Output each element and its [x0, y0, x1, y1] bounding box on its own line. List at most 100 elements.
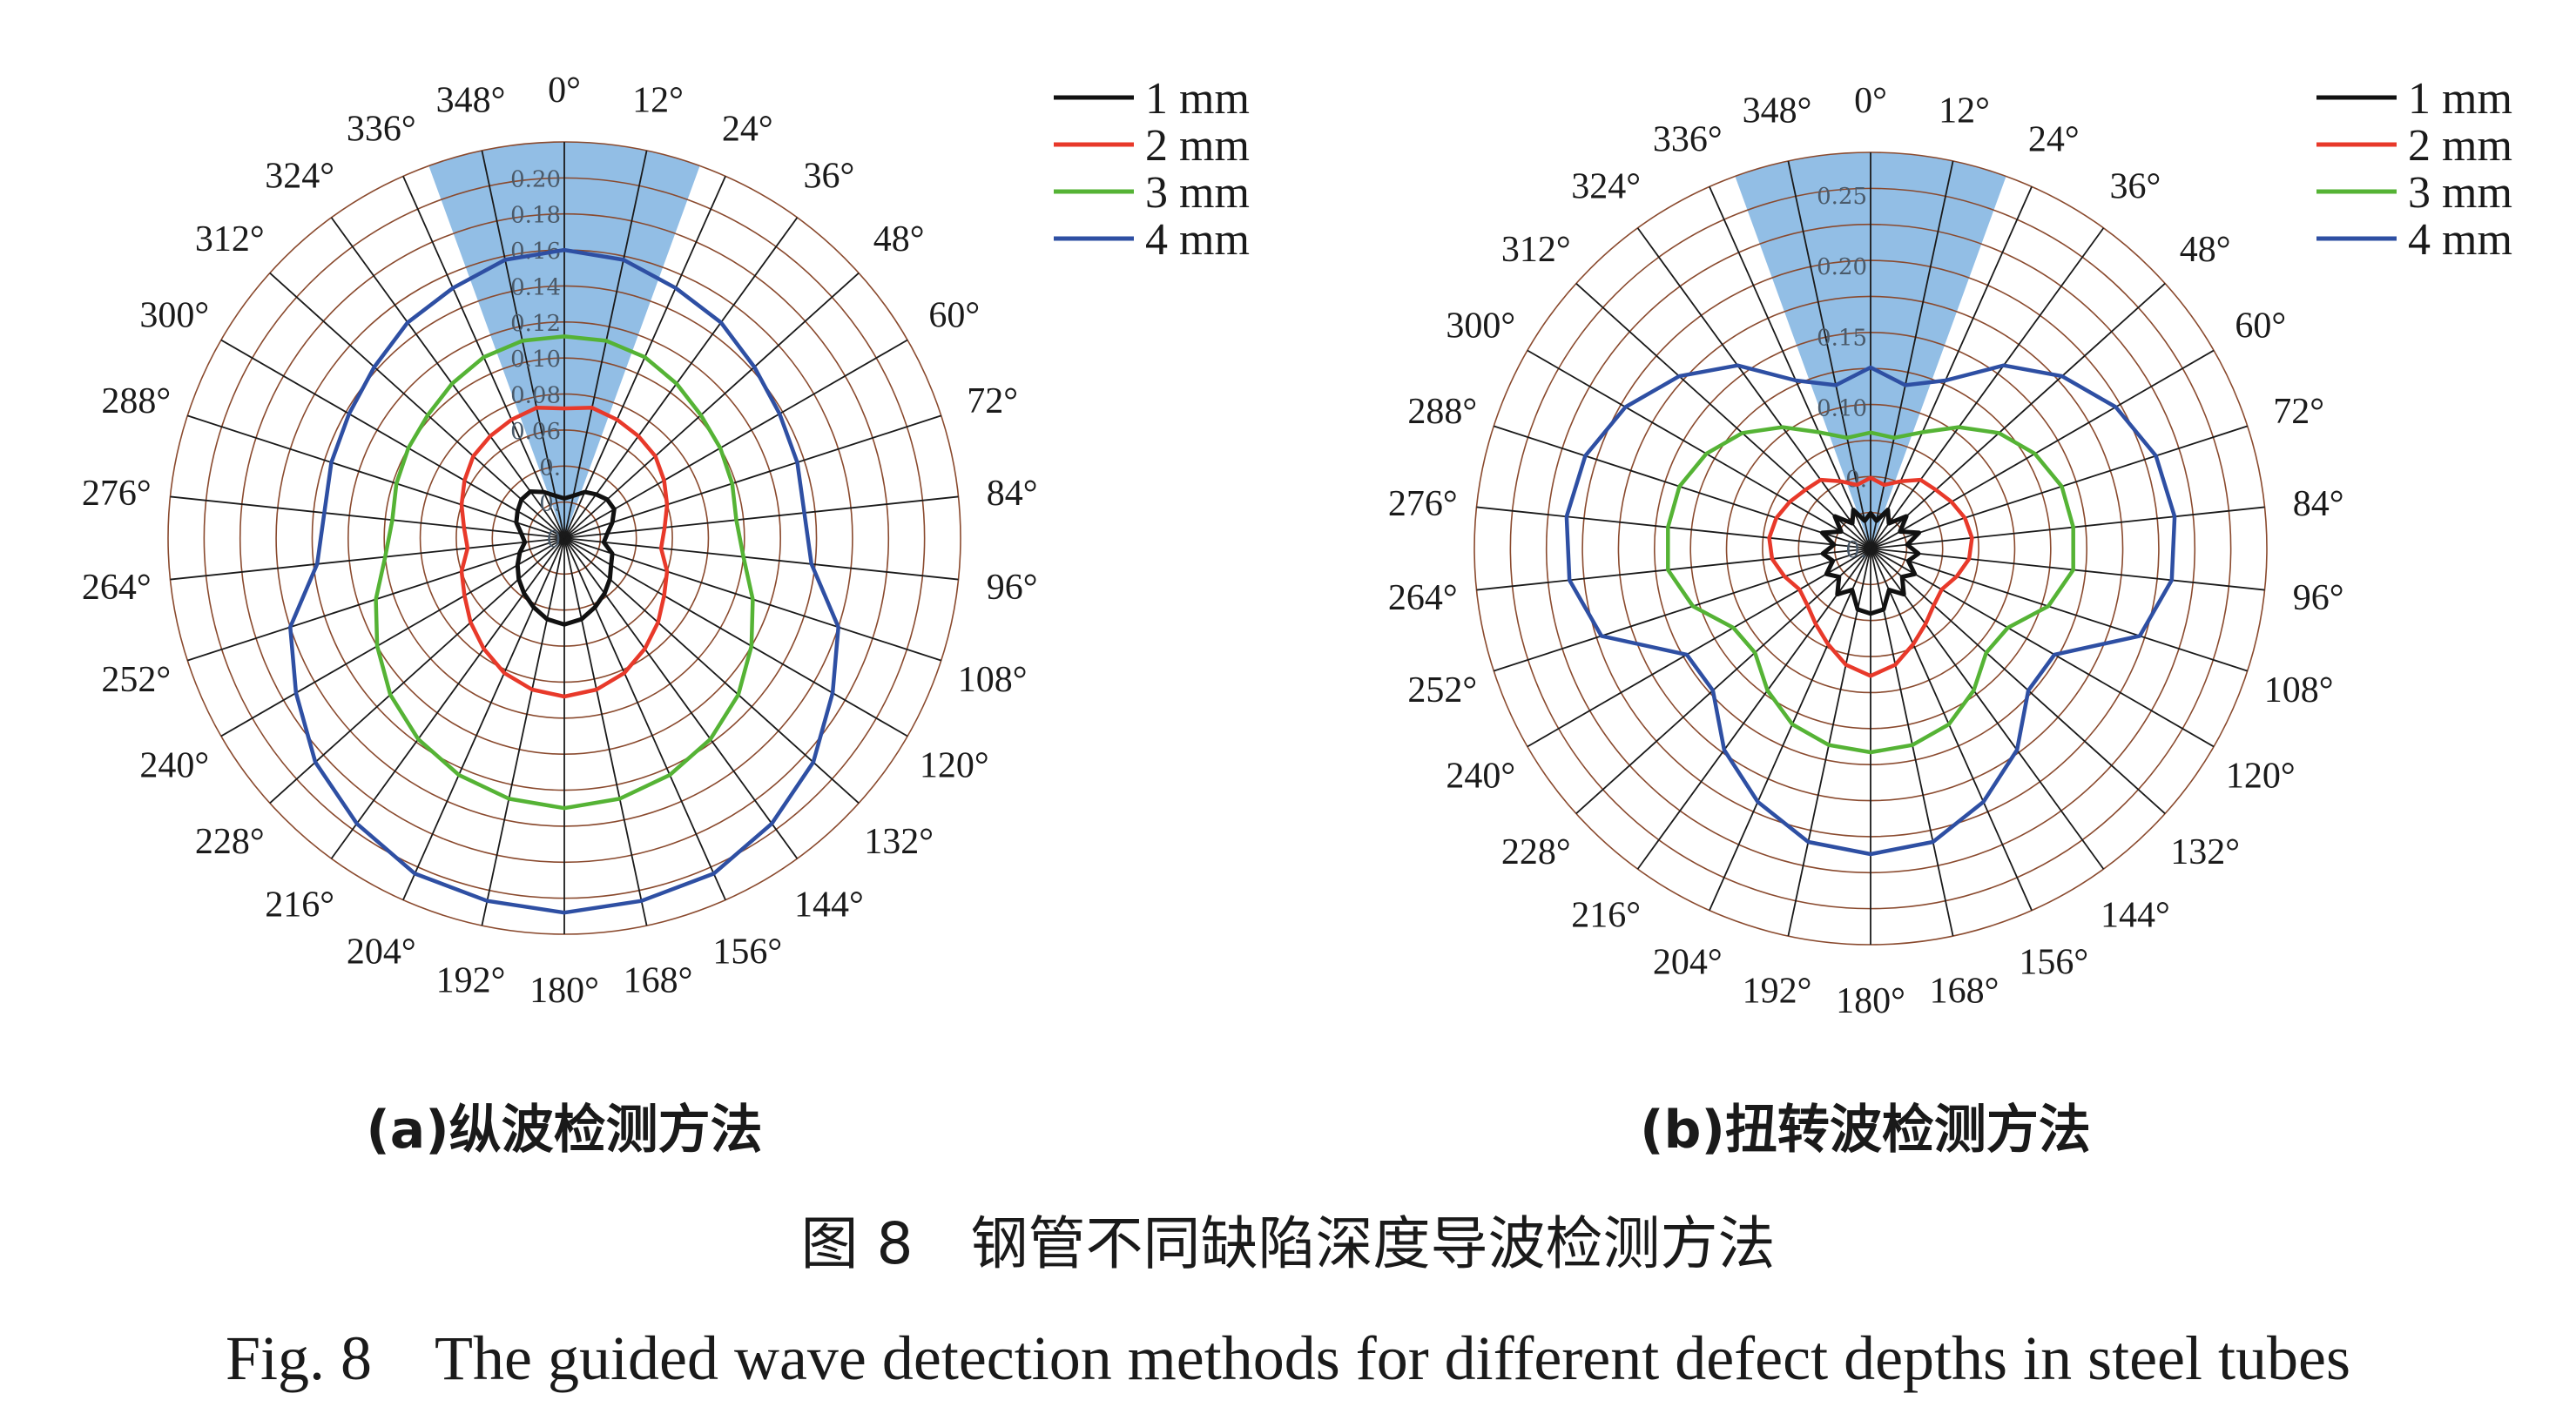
radial-spoke [563, 495, 959, 539]
radial-spoke [1870, 282, 2166, 549]
angle-label: 312° [195, 219, 265, 259]
legend-label: 1 mm [2408, 74, 2512, 124]
angle-label: 216° [1571, 895, 1641, 935]
angle-label: 60° [928, 296, 980, 336]
angle-label: 12° [1939, 91, 1990, 131]
radial-spoke [1476, 506, 1871, 549]
radial-spoke [563, 272, 860, 539]
angle-label: 228° [195, 822, 265, 862]
angle-label: 240° [1446, 757, 1515, 797]
radial-spoke [330, 537, 565, 859]
radial-spoke [1870, 227, 2105, 549]
radial-spoke [563, 537, 726, 901]
radial-spoke [269, 537, 565, 804]
angle-label: 192° [436, 961, 506, 1001]
radial-spoke [170, 495, 565, 539]
series-line-1mm [1819, 508, 1922, 616]
radial-spoke [1476, 548, 1871, 591]
angle-label: 120° [2226, 757, 2296, 797]
angle-label: 204° [347, 932, 416, 972]
angle-label: 132° [2170, 832, 2240, 872]
radial-spoke [563, 150, 648, 539]
angle-label: 180° [529, 971, 599, 1011]
radial-spoke [481, 537, 565, 926]
legend-label: 4 mm [1145, 215, 1250, 265]
radial-spoke [1870, 349, 2215, 549]
radial-spoke [1636, 548, 1871, 870]
radial-spoke [1709, 548, 1871, 912]
angle-label: 48° [873, 219, 925, 259]
radial-tick-label: 0.06 [510, 419, 561, 445]
radial-spoke [563, 537, 959, 581]
radial-tick-label: 0.14 [510, 274, 561, 300]
angle-label: 0° [1854, 81, 1887, 121]
radial-spoke [402, 537, 565, 901]
radial-spoke [1527, 349, 1871, 549]
angle-label: 36° [803, 157, 854, 197]
radial-tick-label: 0 [546, 527, 561, 553]
angle-label: 276° [82, 474, 152, 514]
radial-spoke [563, 339, 908, 539]
angle-label: 180° [1836, 981, 1905, 1021]
angle-label: 144° [2101, 895, 2170, 935]
angle-label: 12° [632, 80, 684, 120]
angle-label: 252° [101, 660, 171, 700]
radial-tick-label: 0.08 [510, 383, 561, 409]
radial-tick-label: 0.15 [1817, 325, 1867, 351]
angle-label: 312° [1501, 230, 1571, 270]
angle-label: 288° [1407, 392, 1477, 432]
angle-label: 120° [920, 746, 989, 786]
radial-spoke [1870, 425, 2249, 549]
angle-label: 264° [82, 568, 152, 608]
radial-spoke [1870, 548, 2249, 672]
angle-label: 348° [436, 80, 506, 120]
radial-spoke [1870, 548, 1954, 937]
radial-tick-label: 0.10 [1817, 396, 1867, 422]
angle-label: 192° [1743, 972, 1812, 1012]
angle-label: 324° [265, 157, 334, 197]
radial-tick-label: 0.20 [1817, 254, 1867, 280]
radial-spoke [1493, 548, 1871, 672]
radial-spoke [563, 537, 648, 926]
angle-label: 108° [2264, 670, 2334, 710]
legend-label: 2 mm [1145, 121, 1250, 171]
radial-spoke [1527, 548, 1871, 748]
series-line-1mm [514, 489, 617, 627]
series-line-2mm [459, 406, 670, 699]
radial-spoke [481, 150, 565, 539]
angle-label: 300° [1446, 306, 1515, 347]
angle-label: 36° [2109, 167, 2161, 207]
legend-b: 1 mm2 mm3 mm4 mm [2316, 74, 2512, 265]
radial-spoke [1575, 282, 1871, 549]
angle-label: 324° [1571, 167, 1641, 207]
radial-tick-label: 0.12 [510, 311, 561, 337]
radial-tick-label: 0.20 [510, 166, 561, 192]
radial-tick-label: 0. [1845, 537, 1867, 563]
radial-spoke [563, 217, 799, 539]
radial-spoke [1870, 548, 2105, 870]
angle-label: 60° [2235, 306, 2286, 347]
radial-spoke [563, 414, 942, 539]
legend-a: 1 mm2 mm3 mm4 mm [1054, 74, 1250, 265]
series-line-4mm [1564, 363, 2177, 857]
angle-label: 48° [2180, 230, 2231, 270]
subtitle-b: (b)扭转波检测方法 [1640, 1100, 2091, 1161]
legend-label: 1 mm [1145, 74, 1250, 124]
angle-label: 216° [265, 885, 334, 925]
figure-caption-english: Fig. 8 The guided wave detection methods… [226, 1323, 2350, 1393]
figure-caption-chinese: 图 8 钢管不同缺陷深度导波检测方法 [800, 1210, 1776, 1277]
radial-spoke [563, 537, 860, 804]
polar-chart-b: 0.0.0.100.150.200.250° 12°24°36°48°60°72°… [1388, 81, 2344, 1021]
angle-label: 72° [2273, 392, 2324, 432]
radial-spoke [1870, 548, 2033, 912]
radial-spoke [1870, 548, 2215, 748]
legend-label: 3 mm [1145, 168, 1250, 218]
radial-spoke [563, 537, 908, 737]
angle-label: 24° [722, 110, 773, 150]
angle-label: 132° [864, 822, 934, 862]
angle-label: 168° [624, 961, 693, 1001]
legend-label: 4 mm [2408, 215, 2512, 265]
angle-label: 348° [1743, 91, 1812, 131]
series-line-3mm [1666, 425, 2075, 755]
radial-spoke [1870, 548, 2265, 591]
